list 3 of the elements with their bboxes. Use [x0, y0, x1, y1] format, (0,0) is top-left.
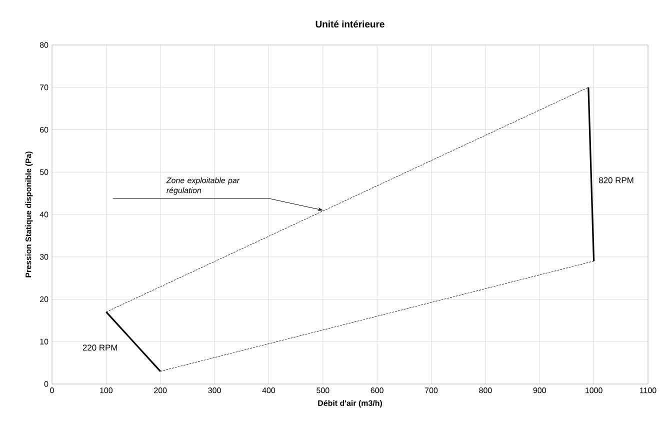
chart-title: Unité intérieure [316, 20, 384, 28]
series-label: 820 RPM [599, 177, 634, 184]
series-label: 220 RPM [82, 344, 118, 351]
